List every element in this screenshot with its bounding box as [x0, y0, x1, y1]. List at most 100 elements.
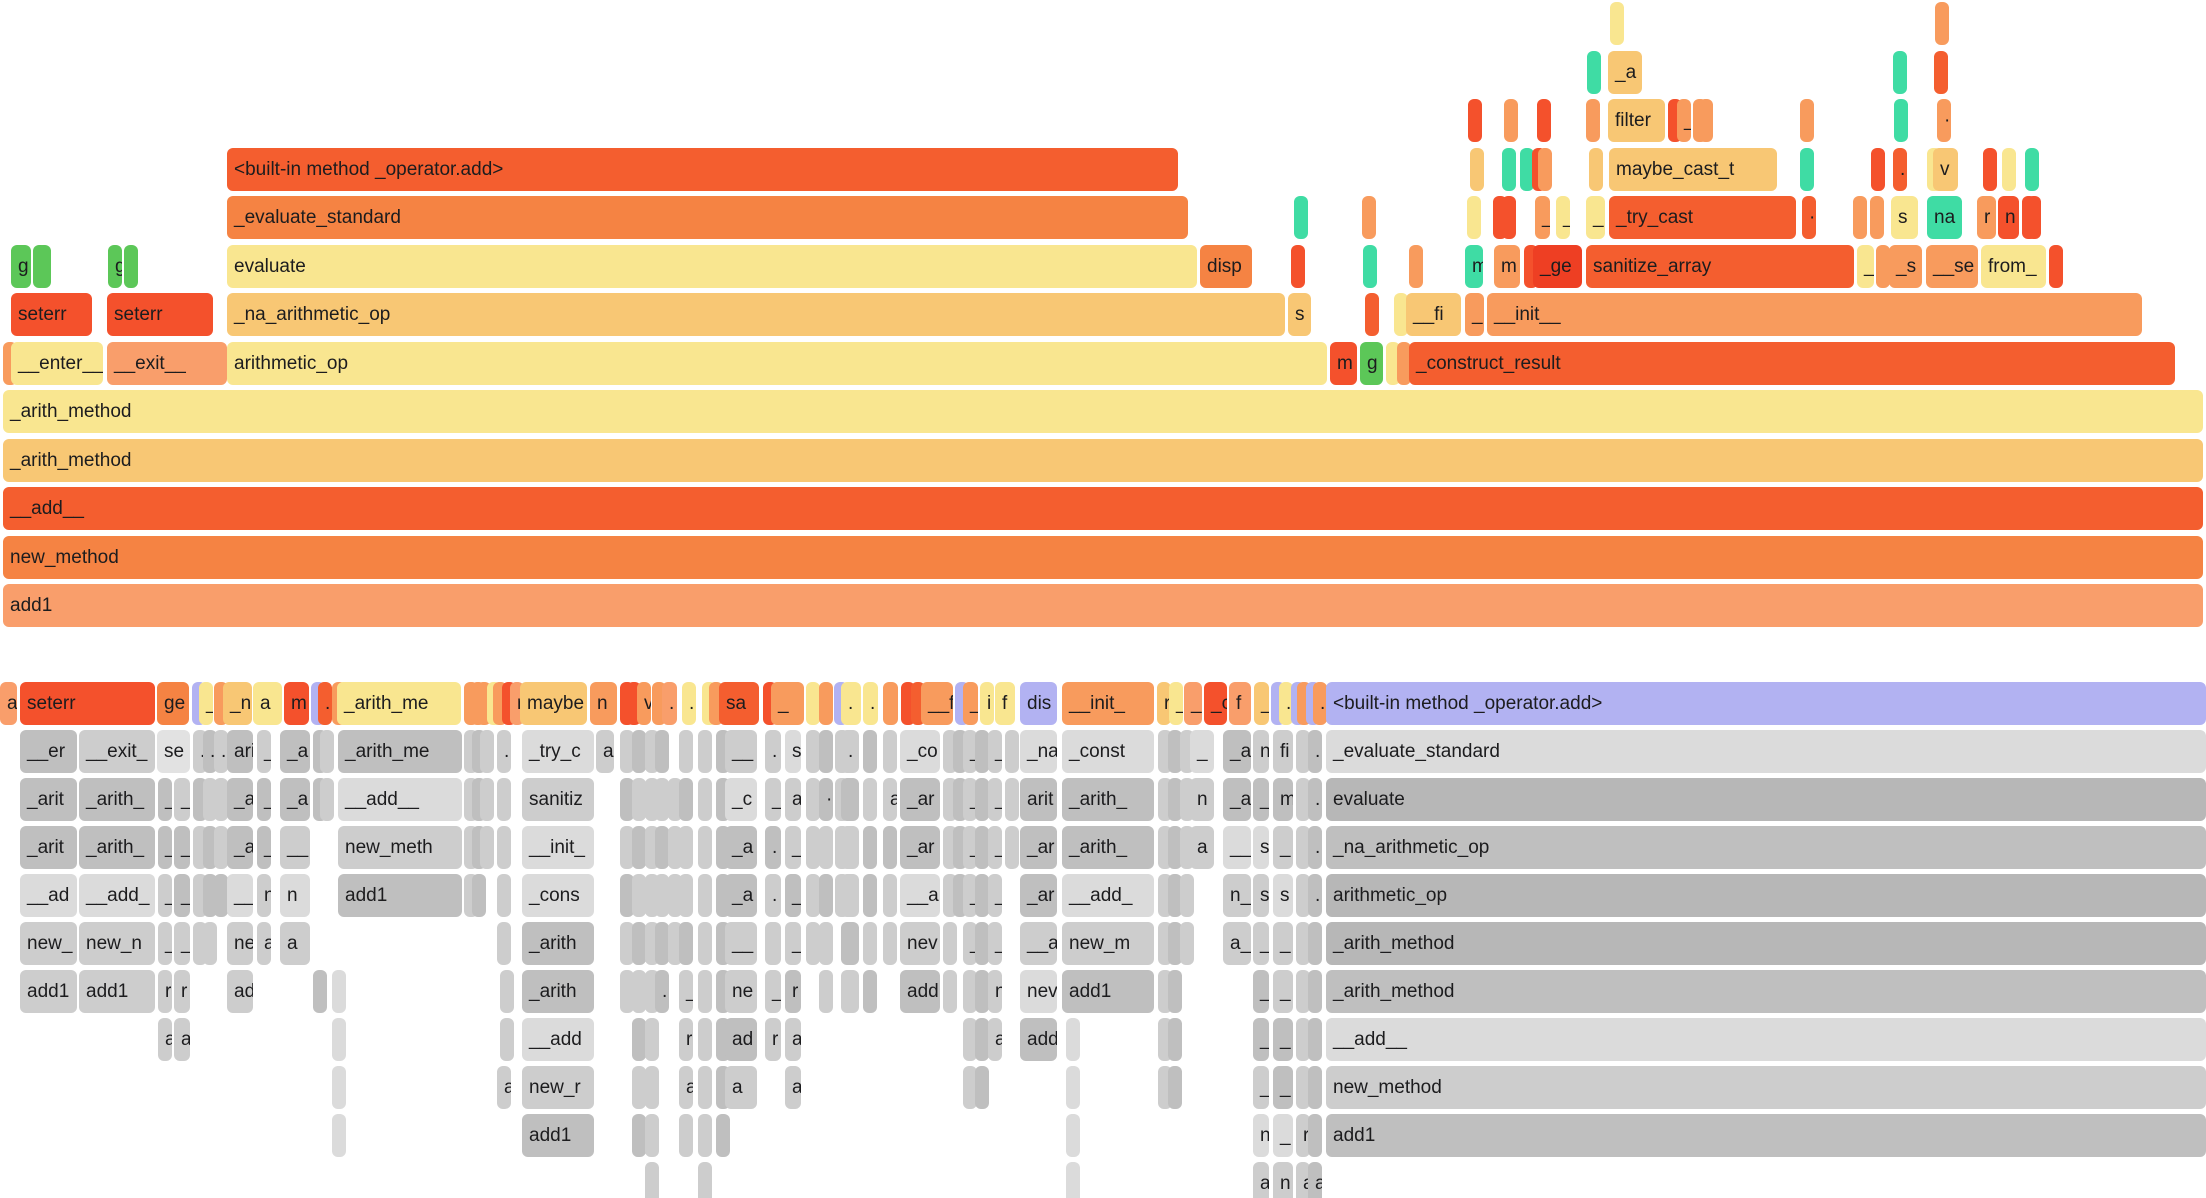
flame-frame[interactable]: _ — [1273, 826, 1293, 869]
flame-frame[interactable]: a — [883, 778, 897, 821]
flame-frame[interactable]: __fi — [1406, 293, 1461, 336]
flame-frame[interactable]: fi — [1273, 730, 1293, 773]
flame-frame[interactable]: _a — [1223, 730, 1251, 773]
flame-frame[interactable]: _ — [257, 730, 271, 773]
flame-frame[interactable] — [1871, 147, 1885, 191]
flame-frame[interactable]: _ — [1556, 196, 1570, 239]
flame-frame[interactable] — [1934, 50, 1948, 94]
flame-frame[interactable]: _ — [1169, 682, 1183, 725]
flame-frame[interactable]: _a — [280, 778, 310, 821]
flame-frame[interactable] — [883, 730, 897, 773]
flame-frame[interactable]: evaluate — [1326, 778, 2206, 821]
flame-frame[interactable]: a — [988, 1018, 1002, 1061]
flame-frame[interactable]: _ — [988, 730, 1002, 773]
flame-frame[interactable]: add1 — [522, 1114, 594, 1157]
flame-frame[interactable] — [679, 874, 693, 917]
flame-frame[interactable]: _ — [988, 922, 1002, 965]
flame-frame[interactable] — [632, 730, 646, 773]
flame-frame[interactable] — [698, 1066, 712, 1109]
flame-frame[interactable]: _ — [1465, 293, 1484, 336]
flame-frame[interactable] — [2049, 244, 2063, 288]
flame-frame[interactable]: dis — [1020, 682, 1057, 725]
flame-frame[interactable] — [1168, 826, 1182, 869]
flame-frame[interactable]: _ — [1586, 196, 1605, 239]
flame-frame[interactable]: . — [1893, 147, 1907, 191]
flame-frame[interactable] — [1983, 147, 1997, 191]
flame-frame[interactable]: _ — [1254, 682, 1269, 725]
flame-frame[interactable]: _ — [158, 778, 172, 821]
flame-frame[interactable] — [841, 874, 859, 917]
flame-frame[interactable]: evaluate — [227, 244, 1197, 288]
flame-frame[interactable] — [679, 778, 693, 821]
flame-frame[interactable]: r — [174, 970, 190, 1013]
flame-frame[interactable]: _ — [158, 922, 172, 965]
flame-frame[interactable] — [620, 922, 634, 965]
flame-frame[interactable] — [655, 874, 669, 917]
flame-frame[interactable]: __ — [280, 826, 310, 869]
flame-frame[interactable]: sanitize_array — [1586, 244, 1854, 288]
flame-frame[interactable] — [716, 1114, 730, 1157]
flame-frame[interactable]: . — [841, 682, 861, 725]
flame-frame[interactable] — [1467, 196, 1481, 239]
flame-frame[interactable]: r — [679, 1018, 693, 1061]
flame-frame[interactable]: _ — [174, 826, 190, 869]
flame-frame[interactable]: _ — [963, 874, 977, 917]
flame-frame[interactable] — [37, 244, 51, 288]
flame-frame[interactable]: . — [662, 682, 677, 725]
flame-frame[interactable] — [841, 778, 859, 821]
flame-frame[interactable] — [883, 922, 897, 965]
flame-frame[interactable]: a — [257, 922, 271, 965]
flame-frame[interactable]: __enter__ — [11, 341, 103, 385]
flame-frame[interactable] — [841, 826, 859, 869]
flame-frame[interactable] — [632, 970, 646, 1013]
flame-frame[interactable] — [1520, 147, 1534, 191]
flame-frame[interactable]: ne — [227, 922, 253, 965]
flame-frame[interactable]: add1 — [1062, 970, 1154, 1013]
flame-frame[interactable] — [1296, 730, 1310, 773]
flame-frame[interactable]: __init_ — [522, 826, 594, 869]
flame-frame[interactable]: __init__ — [1487, 293, 2142, 336]
flame-frame[interactable]: _arith_me — [337, 682, 461, 725]
flame-frame[interactable]: _a — [725, 874, 757, 917]
flame-frame[interactable] — [1397, 341, 1411, 385]
flame-frame[interactable] — [655, 826, 669, 869]
flame-frame[interactable] — [698, 826, 712, 869]
flame-frame[interactable]: _ — [963, 922, 977, 965]
flame-frame[interactable]: _arith_method — [3, 438, 2203, 482]
flame-frame[interactable]: r — [1157, 682, 1171, 725]
flame-frame[interactable]: · — [1937, 99, 1951, 142]
flame-frame[interactable]: . — [203, 730, 217, 773]
flame-frame[interactable]: ad — [725, 1018, 757, 1061]
flame-frame[interactable] — [1470, 147, 1484, 191]
flame-frame[interactable] — [1504, 99, 1518, 142]
flame-frame[interactable] — [203, 922, 217, 965]
flame-frame[interactable] — [963, 1018, 977, 1061]
flame-frame[interactable] — [679, 730, 693, 773]
flame-frame[interactable]: g — [1360, 341, 1383, 385]
flame-frame[interactable]: _ — [1190, 730, 1214, 773]
flame-frame[interactable] — [698, 778, 712, 821]
flame-frame[interactable]: _ — [158, 826, 172, 869]
flame-frame[interactable]: _ — [174, 922, 190, 965]
flame-frame[interactable]: maybe_cast_t — [1609, 147, 1777, 191]
flame-frame[interactable] — [1699, 99, 1713, 142]
flame-frame[interactable] — [1587, 50, 1601, 94]
flame-frame[interactable] — [1296, 1018, 1310, 1061]
flame-frame[interactable]: _ — [1273, 922, 1293, 965]
flame-frame[interactable] — [1066, 1114, 1080, 1157]
flame-frame[interactable] — [332, 1114, 346, 1157]
flame-frame[interactable] — [1308, 922, 1322, 965]
flame-frame[interactable]: _ — [785, 826, 801, 869]
flame-frame[interactable] — [1876, 244, 1890, 288]
flame-frame[interactable]: a — [596, 730, 614, 773]
flame-frame[interactable] — [497, 874, 511, 917]
flame-frame[interactable] — [806, 682, 820, 725]
flame-frame[interactable]: _na — [1020, 730, 1057, 773]
flame-frame[interactable] — [1468, 99, 1482, 142]
flame-frame[interactable]: s — [785, 730, 801, 773]
flame-frame[interactable] — [2027, 196, 2041, 239]
flame-frame[interactable]: _na_arithmetic_op — [1326, 826, 2206, 869]
flame-frame[interactable] — [1308, 1114, 1322, 1157]
flame-frame[interactable]: from_ — [1981, 244, 2046, 288]
flame-frame[interactable]: . — [214, 730, 228, 773]
